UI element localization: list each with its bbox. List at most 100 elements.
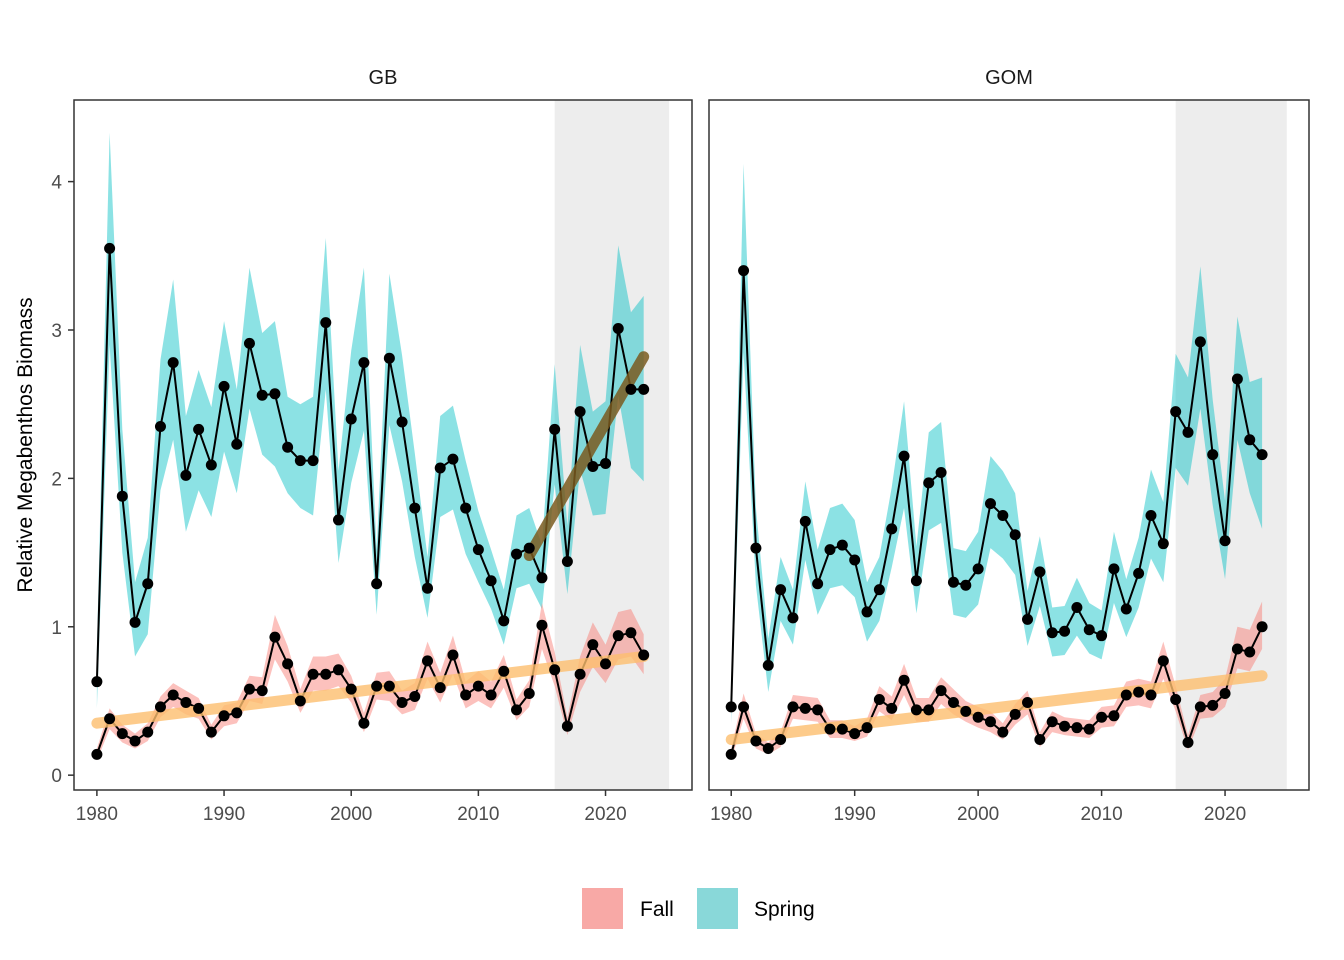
spring-data-point xyxy=(1096,630,1108,642)
x-tick-label: 2000 xyxy=(957,804,999,825)
spring-data-point xyxy=(738,265,750,277)
spring-confidence-ribbon xyxy=(96,132,644,709)
fall-data-point xyxy=(358,717,370,729)
spring-data-point xyxy=(358,357,370,369)
fall-data-point xyxy=(1046,716,1058,728)
spring-data-point xyxy=(725,701,737,713)
fall-data-point xyxy=(193,702,205,714)
fall-data-point xyxy=(625,627,637,639)
spring-data-point xyxy=(549,423,561,435)
facet-strip-label: GOM xyxy=(985,67,1033,89)
fall-data-point xyxy=(750,735,762,747)
facet-strip-label: GB xyxy=(369,67,398,89)
spring-confidence-ribbon xyxy=(731,163,1263,724)
fall-data-point xyxy=(409,691,421,703)
y-tick-label: 4 xyxy=(51,173,62,194)
spring-data-point xyxy=(886,523,898,535)
spring-data-point xyxy=(218,380,230,392)
spring-data-point xyxy=(762,659,774,671)
spring-data-point xyxy=(447,453,459,465)
fall-data-point xyxy=(511,704,523,716)
fall-data-point xyxy=(243,683,255,695)
fall-data-point xyxy=(947,696,959,708)
legend-key-fall xyxy=(582,888,623,929)
fall-data-point xyxy=(824,723,836,735)
fall-data-point xyxy=(1207,699,1219,711)
fall-data-point xyxy=(898,674,910,686)
fall-data-point xyxy=(812,704,824,716)
spring-data-point xyxy=(997,509,1009,521)
fall-data-point xyxy=(218,710,230,722)
fall-data-point xyxy=(861,722,873,734)
x-tick-label: 2020 xyxy=(1204,804,1246,825)
x-tick-label: 1980 xyxy=(710,804,752,825)
spring-data-point xyxy=(1046,627,1058,639)
spring-data-point xyxy=(243,337,255,349)
fall-data-point xyxy=(396,696,408,708)
fall-data-point xyxy=(775,734,787,746)
spring-data-point xyxy=(345,413,357,425)
spring-data-point xyxy=(561,555,573,567)
fall-data-point xyxy=(1022,696,1034,708)
fall-data-point xyxy=(1219,688,1231,700)
fall-data-point xyxy=(960,705,972,717)
spring-data-point xyxy=(1182,426,1194,438)
fall-data-point xyxy=(129,735,141,747)
fall-data-point xyxy=(849,728,861,740)
spring-data-point xyxy=(1244,434,1256,446)
spring-data-point xyxy=(1133,567,1145,579)
spring-data-point xyxy=(1219,535,1231,547)
panel-border xyxy=(708,99,1310,791)
fall-data-point xyxy=(1231,643,1243,655)
fall-data-point xyxy=(935,685,947,697)
spring-data-point xyxy=(409,502,421,514)
fall-data-point xyxy=(154,701,166,713)
spring-data-point xyxy=(1022,613,1034,625)
spring-data-point xyxy=(787,612,799,624)
spring-data-point xyxy=(750,542,762,554)
spring-data-point xyxy=(972,563,984,575)
x-tick-label: 2000 xyxy=(330,804,372,825)
spring-data-point xyxy=(205,459,217,471)
fall-data-point xyxy=(1083,723,1095,735)
fall-data-point xyxy=(984,716,996,728)
spring-series-line xyxy=(730,270,1263,707)
y-axis-label: Relative Megabenthos Biomass xyxy=(14,297,37,592)
legend-label: Spring xyxy=(754,898,815,921)
fall-data-point xyxy=(1108,710,1120,722)
spring-data-point xyxy=(434,462,446,474)
fall-data-point xyxy=(787,701,799,713)
fall-data-point xyxy=(886,702,898,714)
spring-data-point xyxy=(935,466,947,478)
fall-data-point xyxy=(738,701,750,713)
spring-data-point xyxy=(498,615,510,627)
y-tick-label: 0 xyxy=(51,766,62,787)
spring-data-point xyxy=(1231,373,1243,385)
spring-data-point xyxy=(638,383,650,395)
fall-data-point xyxy=(1244,646,1256,658)
fall-data-point xyxy=(142,726,154,738)
y-tick-label: 1 xyxy=(51,618,62,639)
spring-data-point xyxy=(861,606,873,618)
fall-data-point xyxy=(549,664,561,676)
spring-data-point xyxy=(231,438,243,450)
x-tick-label: 2020 xyxy=(584,804,626,825)
fall-data-point xyxy=(383,680,395,692)
spring-data-point xyxy=(898,450,910,462)
fall-data-point xyxy=(1145,689,1157,701)
spring-data-point xyxy=(775,584,787,596)
spring-data-point xyxy=(294,455,306,467)
spring-data-point xyxy=(320,317,332,329)
fall-data-point xyxy=(422,655,434,667)
fall-data-point xyxy=(1071,722,1083,734)
spring-data-point xyxy=(383,352,395,364)
spring-series-line xyxy=(95,248,644,682)
spring-trend-line xyxy=(523,351,650,562)
legend-key-spring xyxy=(697,888,738,929)
spring-data-point xyxy=(824,544,836,556)
spring-data-point xyxy=(849,554,861,566)
x-tick-label: 1990 xyxy=(203,804,245,825)
fall-data-point xyxy=(910,704,922,716)
fall-data-point xyxy=(498,665,510,677)
